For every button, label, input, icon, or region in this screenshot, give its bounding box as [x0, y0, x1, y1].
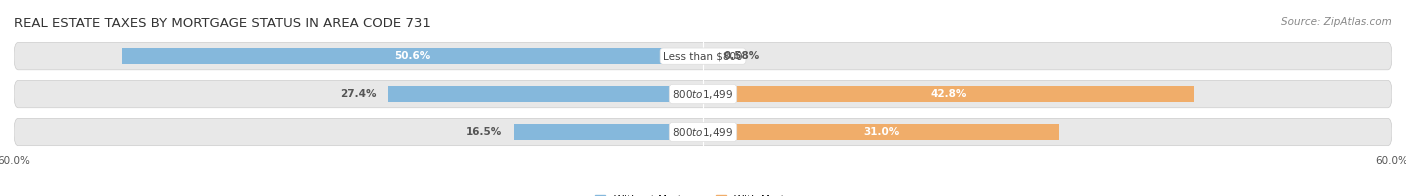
Text: 42.8%: 42.8%: [931, 89, 967, 99]
Bar: [703, 48, 710, 64]
FancyBboxPatch shape: [14, 118, 1392, 146]
Text: $800 to $1,499: $800 to $1,499: [672, 125, 734, 139]
Text: 0.58%: 0.58%: [724, 51, 759, 61]
Text: 16.5%: 16.5%: [465, 127, 502, 137]
Text: 31.0%: 31.0%: [863, 127, 898, 137]
Text: 27.4%: 27.4%: [340, 89, 377, 99]
Text: Less than $800: Less than $800: [664, 51, 742, 61]
Bar: [388, 86, 703, 102]
Text: Source: ZipAtlas.com: Source: ZipAtlas.com: [1281, 17, 1392, 27]
FancyBboxPatch shape: [14, 80, 1392, 108]
Text: REAL ESTATE TAXES BY MORTGAGE STATUS IN AREA CODE 731: REAL ESTATE TAXES BY MORTGAGE STATUS IN …: [14, 17, 430, 30]
Bar: [703, 124, 1059, 140]
Text: 50.6%: 50.6%: [394, 51, 430, 61]
Bar: [122, 48, 703, 64]
Bar: [513, 124, 703, 140]
Legend: Without Mortgage, With Mortgage: Without Mortgage, With Mortgage: [591, 191, 815, 196]
FancyBboxPatch shape: [14, 43, 1392, 70]
Bar: [703, 86, 1195, 102]
Text: $800 to $1,499: $800 to $1,499: [672, 88, 734, 101]
